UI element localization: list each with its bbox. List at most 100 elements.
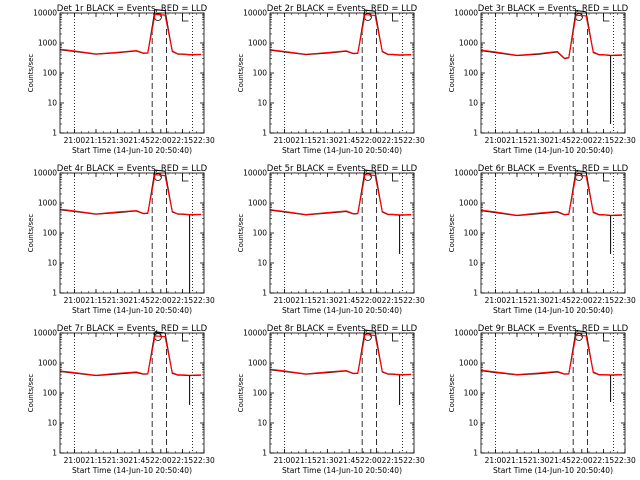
y-tick-label: 10 bbox=[468, 99, 478, 108]
x-tick-label: 22:30 bbox=[193, 296, 215, 305]
x-tick-label: 21:45 bbox=[128, 136, 150, 145]
chart-title: Det 1r BLACK = Events, RED = LLD bbox=[57, 4, 208, 14]
y-tick-label: 10000 bbox=[454, 169, 478, 178]
x-tick-label: 22:00 bbox=[360, 296, 382, 305]
x-tick-label: 22:30 bbox=[403, 296, 425, 305]
step-marker bbox=[392, 14, 399, 22]
x-tick-label: 21:15 bbox=[85, 296, 107, 305]
x-tick-label: 21:00 bbox=[485, 456, 507, 465]
x-axis-label: Start Time (14-Jun-10 20:50:40) bbox=[493, 146, 613, 155]
y-tick-label: 100 bbox=[43, 389, 58, 398]
y-tick-label: 1000 bbox=[38, 359, 57, 368]
y-tick-label: 1000 bbox=[459, 359, 478, 368]
step-marker bbox=[182, 14, 189, 22]
x-tick-label: 22:15 bbox=[593, 296, 615, 305]
x-tick-label: 21:45 bbox=[128, 456, 150, 465]
series-line-lld bbox=[269, 14, 412, 56]
chart-title: Det 3r BLACK = Events, RED = LLD bbox=[478, 4, 629, 14]
plot-frame bbox=[59, 12, 205, 134]
x-tick-label: 22:00 bbox=[150, 136, 172, 145]
x-tick-label: 21:30 bbox=[107, 456, 129, 465]
series-line-lld bbox=[480, 174, 623, 216]
x-tick-label: 22:30 bbox=[193, 136, 215, 145]
y-axis-label: Counts/sec bbox=[448, 374, 456, 413]
x-tick-label: 22:15 bbox=[172, 136, 194, 145]
x-tick-label: 21:00 bbox=[274, 456, 296, 465]
y-tick-label: 1000 bbox=[248, 359, 267, 368]
y-tick-label: 100 bbox=[253, 229, 268, 238]
x-tick-label: 21:30 bbox=[528, 456, 550, 465]
x-tick-label: 21:15 bbox=[295, 456, 317, 465]
x-tick-label: 21:30 bbox=[107, 136, 129, 145]
x-tick-label: 21:00 bbox=[64, 296, 86, 305]
y-tick-label: 100 bbox=[43, 69, 58, 78]
y-axis-label: Counts/sec bbox=[237, 54, 245, 93]
x-tick-label: 21:00 bbox=[485, 136, 507, 145]
x-tick-label: 21:45 bbox=[549, 136, 571, 145]
y-tick-label: 1000 bbox=[248, 39, 267, 48]
plot-frame bbox=[59, 172, 205, 294]
x-tick-label: 22:15 bbox=[593, 456, 615, 465]
y-tick-label: 100 bbox=[43, 229, 58, 238]
y-tick-label: 1 bbox=[52, 129, 57, 138]
x-tick-label: 21:00 bbox=[485, 296, 507, 305]
y-tick-label: 1000 bbox=[459, 39, 478, 48]
chart-panel-2: Det 2r BLACK = Events, RED = LLD Start Ti… bbox=[237, 4, 425, 155]
x-tick-label: 21:00 bbox=[64, 456, 86, 465]
x-tick-label: 21:00 bbox=[274, 296, 296, 305]
plot-frame bbox=[480, 172, 626, 294]
y-tick-label: 10 bbox=[257, 259, 267, 268]
x-tick-label: 22:00 bbox=[571, 136, 593, 145]
x-tick-label: 22:30 bbox=[193, 456, 215, 465]
x-tick-label: 22:15 bbox=[172, 456, 194, 465]
x-tick-label: 22:15 bbox=[593, 136, 615, 145]
step-marker bbox=[182, 334, 189, 342]
y-tick-label: 100 bbox=[253, 69, 268, 78]
y-tick-label: 1 bbox=[52, 449, 57, 458]
chart-title: Det 4r BLACK = Events, RED = LLD bbox=[57, 164, 208, 174]
y-tick-label: 10 bbox=[47, 419, 57, 428]
chart-title: Det 2r BLACK = Events, RED = LLD bbox=[267, 4, 418, 14]
y-tick-label: 100 bbox=[464, 69, 479, 78]
x-tick-label: 22:15 bbox=[172, 296, 194, 305]
y-axis-label: Counts/sec bbox=[27, 54, 35, 93]
x-tick-label: 22:00 bbox=[571, 456, 593, 465]
x-tick-label: 21:15 bbox=[85, 136, 107, 145]
y-tick-label: 100 bbox=[253, 389, 268, 398]
x-axis-label: Start Time (14-Jun-10 20:50:40) bbox=[282, 466, 402, 475]
x-tick-label: 22:30 bbox=[614, 136, 636, 145]
x-tick-label: 21:30 bbox=[528, 296, 550, 305]
x-axis-label: Start Time (14-Jun-10 20:50:40) bbox=[282, 146, 402, 155]
y-tick-label: 10000 bbox=[33, 329, 57, 338]
chart-panel-4: Det 4r BLACK = Events, RED = LLD Start Ti… bbox=[27, 164, 215, 315]
plot-frame bbox=[269, 332, 415, 454]
x-tick-label: 21:30 bbox=[317, 456, 339, 465]
x-tick-label: 21:30 bbox=[528, 136, 550, 145]
chart-panel-8: Det 8r BLACK = Events, RED = LLD Start Ti… bbox=[237, 324, 425, 475]
x-tick-label: 22:30 bbox=[614, 296, 636, 305]
x-axis-label: Start Time (14-Jun-10 20:50:40) bbox=[72, 306, 192, 315]
y-axis-label: Counts/sec bbox=[237, 214, 245, 253]
chart-title: Det 6r BLACK = Events, RED = LLD bbox=[478, 164, 629, 174]
series-line-lld bbox=[480, 334, 623, 376]
x-tick-label: 22:30 bbox=[403, 136, 425, 145]
x-tick-label: 22:00 bbox=[360, 136, 382, 145]
series-line-lld bbox=[269, 334, 412, 376]
step-marker bbox=[603, 174, 610, 182]
x-tick-label: 21:45 bbox=[338, 456, 360, 465]
y-tick-label: 1000 bbox=[38, 39, 57, 48]
x-tick-label: 21:45 bbox=[338, 296, 360, 305]
y-tick-label: 10000 bbox=[33, 9, 57, 18]
x-tick-label: 21:30 bbox=[317, 136, 339, 145]
y-tick-label: 1000 bbox=[248, 199, 267, 208]
y-tick-label: 10000 bbox=[33, 169, 57, 178]
y-tick-label: 10000 bbox=[454, 329, 478, 338]
x-tick-label: 21:45 bbox=[549, 296, 571, 305]
step-marker bbox=[182, 174, 189, 182]
x-tick-label: 22:15 bbox=[382, 296, 404, 305]
plot-frame bbox=[480, 12, 626, 134]
chart-panel-3: Det 3r BLACK = Events, RED = LLD Start Ti… bbox=[448, 4, 636, 155]
chart-panel-6: Det 6r BLACK = Events, RED = LLD Start Ti… bbox=[448, 164, 636, 315]
